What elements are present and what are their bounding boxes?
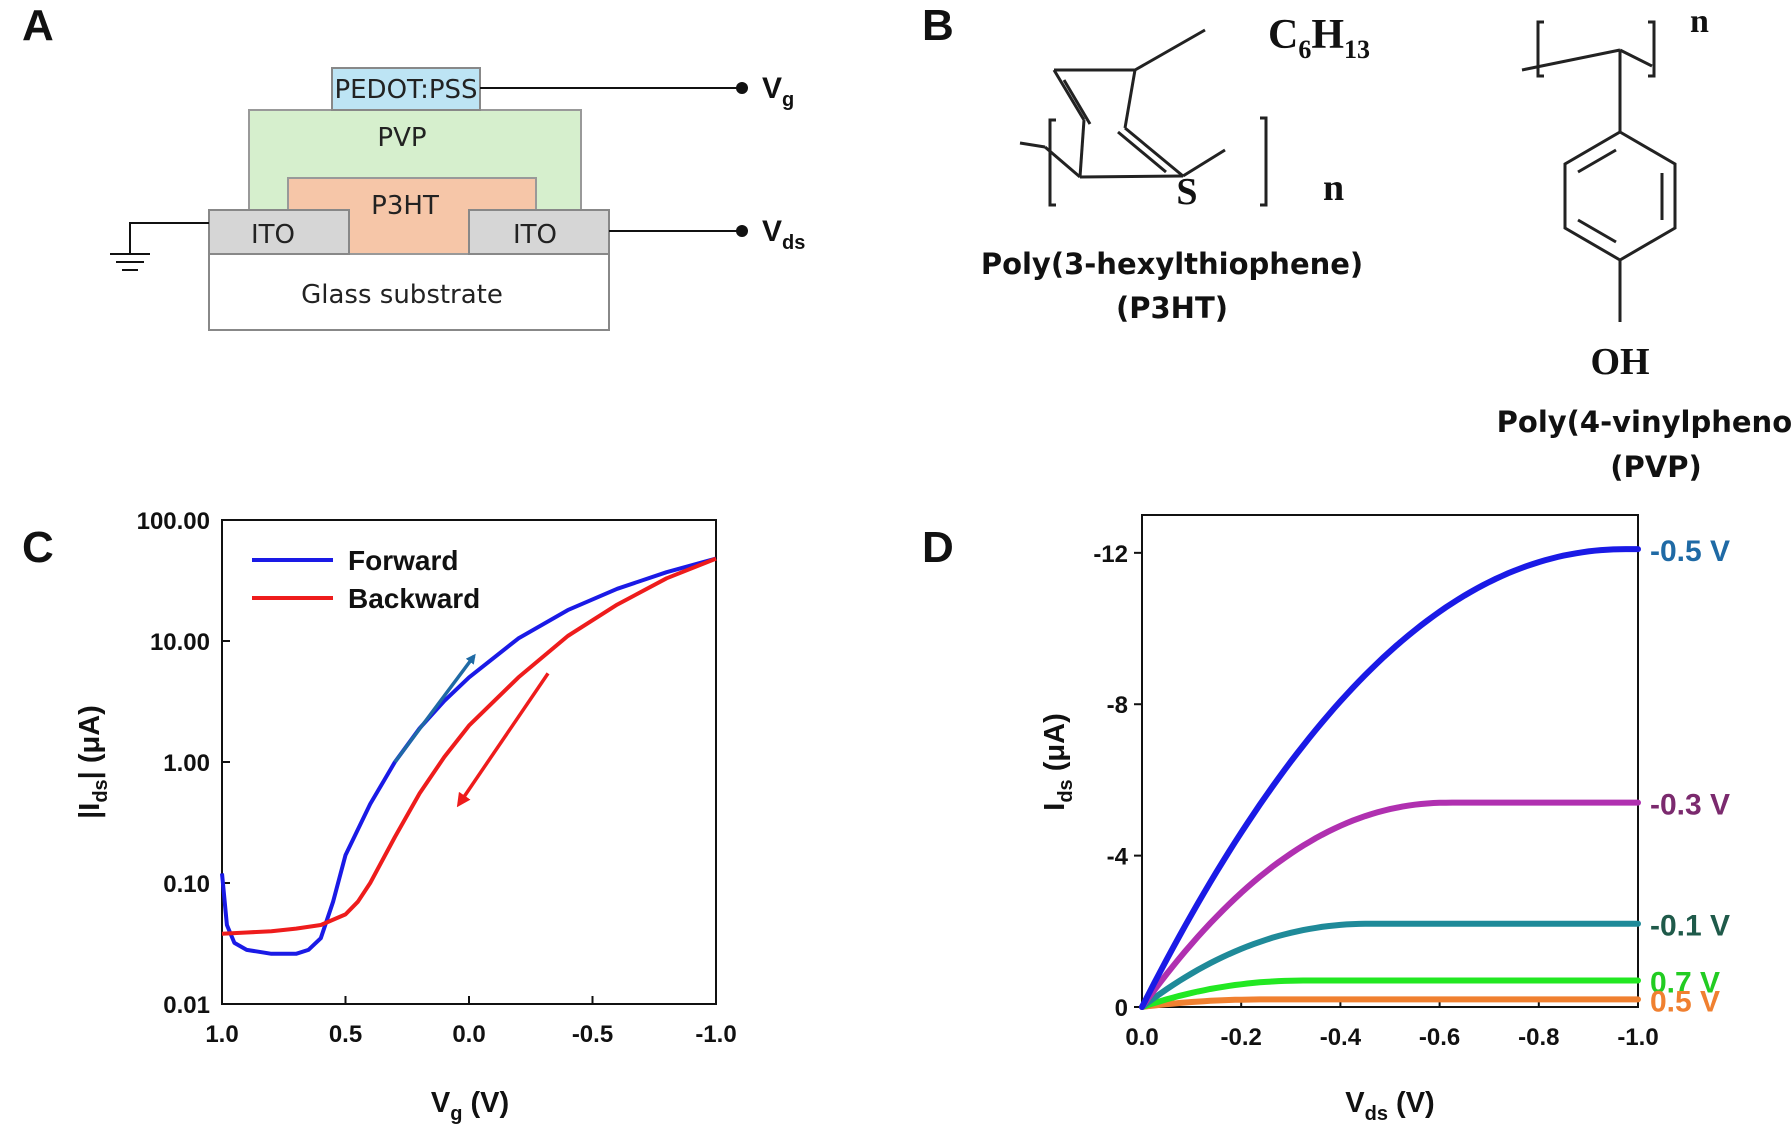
chart-d-xtick-label: -0.8	[1518, 1024, 1559, 1051]
chart-c-xtick-label: 0.5	[329, 1021, 362, 1048]
pvp-repeat-n: n	[1690, 3, 1709, 40]
source-wire	[129, 222, 209, 253]
chart-c-xtick-label: 0.0	[452, 1021, 485, 1048]
p3ht-name: Poly(3-hexylthiophene)	[981, 247, 1363, 281]
p3ht-structure	[1019, 28, 1268, 207]
pedot-label: PEDOT:PSS	[334, 75, 477, 105]
chart-d-series-_0_3_V	[1139, 799, 1641, 1010]
pvp-abbrev: (PVP)	[1610, 450, 1701, 484]
chart-c: 1.0 0.5 0.0 -0.5 -1.0 0.01 0.10 1.00 10.00 100.00…	[74, 508, 737, 1125]
chart-d-xlabel: Vds (V)	[1345, 1087, 1434, 1125]
chart-c-ticks: 1.0 0.5 0.0 -0.5 -1.0 0.01 0.10 1.00 10.00 100.00	[137, 508, 737, 1048]
chart-d-ticks: 0.0 -0.2 -0.4 -0.6 -0.8 -1.0 0 -4 -8 -12	[1093, 541, 1658, 1051]
pedot-electrode	[331, 67, 481, 111]
chart-c-ytick-label: 0.01	[163, 992, 210, 1019]
chart-d-xtick-label: 0.0	[1125, 1024, 1158, 1051]
ito-right-label: ITO	[513, 220, 557, 250]
chart-c-ytick-label: 1.00	[163, 750, 210, 777]
chart-d-ytick-label: -8	[1107, 692, 1128, 719]
chart-d-xtick-label: -0.2	[1221, 1024, 1262, 1051]
chart-d-series-label: -0.5 V	[1650, 535, 1730, 568]
panel-letter-b: B	[922, 1, 954, 50]
vg-label: Vg	[762, 72, 794, 111]
chart-d-frame	[1141, 514, 1639, 1008]
p3ht-repeat-n: n	[1323, 167, 1344, 209]
chart-d-xtick-label: -0.4	[1320, 1024, 1362, 1051]
ito-left-label: ITO	[251, 220, 295, 250]
pvp-label: PVP	[377, 123, 426, 153]
chart-d: 0.0 -0.2 -0.4 -0.6 -0.8 -1.00-4-8-12 -0.5 V-0…	[1039, 514, 1730, 1125]
chart-d-series-label: -0.3 V	[1650, 789, 1730, 822]
chart-d-xtick-label: -0.6	[1419, 1024, 1460, 1051]
chart-c-arrow-forward	[393, 653, 476, 764]
chart-c-xlabel: Vg (V)	[431, 1087, 509, 1125]
gate-terminal	[736, 82, 748, 94]
chart-d-series-_0_1_V	[1139, 920, 1641, 1010]
chart-d-ytick-label: -4	[1107, 844, 1129, 871]
drain-terminal	[736, 225, 748, 237]
chart-d-series-label: 0.5 V	[1650, 985, 1720, 1018]
chart-c-legend: Forward Backward	[252, 545, 480, 614]
chart-c-xtick-label: -0.5	[572, 1021, 613, 1048]
panel-letter-d: D	[922, 523, 954, 572]
chart-c-series-backward	[221, 556, 717, 936]
pvp-structure	[1521, 20, 1677, 322]
p3ht-sulfur: S	[1176, 171, 1197, 213]
pvp-hydroxyl: OH	[1590, 341, 1649, 383]
vds-label: Vds	[762, 215, 805, 254]
chart-d-series-0_5_V	[1139, 996, 1641, 1010]
p3ht-abbrev: (P3HT)	[1116, 291, 1228, 325]
chart-c-arrow-backward	[456, 672, 550, 808]
chart-d-series	[1139, 546, 1641, 1010]
chart-c-xtick-label: -1.0	[695, 1021, 736, 1048]
pvp-name: Poly(4-vinylphenol)	[1497, 405, 1792, 439]
chart-c-ytick-label: 10.00	[150, 629, 210, 656]
ito-right	[468, 209, 610, 255]
legend-forward-label: Forward	[348, 545, 458, 576]
ito-left	[208, 209, 350, 255]
p3ht-substituent: C6H13	[1268, 12, 1370, 64]
chart-c-series-forward	[220, 556, 717, 956]
ground-icon	[110, 253, 150, 271]
chart-d-series-label: -0.1 V	[1650, 910, 1730, 943]
chart-c-ylabel: |Ids| (μA)	[74, 705, 112, 819]
chart-c-series	[220, 556, 717, 956]
device-schematic: Glass substrate PVP P3HT ITO ITO PEDOT:P…	[110, 67, 805, 331]
chart-d-xtick-label: -1.0	[1617, 1024, 1658, 1051]
chart-d-ytick-label: 0	[1115, 995, 1128, 1022]
chart-d-ytick-label: -12	[1093, 541, 1128, 568]
glass-substrate-label: Glass substrate	[301, 280, 503, 310]
chart-d-series-label: 0.7 V	[1650, 967, 1720, 1000]
chart-d-ylabel: Ids (μA)	[1039, 713, 1077, 810]
chart-c-ytick-label: 0.10	[163, 871, 210, 898]
chart-d-series-_0_5_V	[1139, 546, 1641, 1010]
chart-d-series-0_7_V	[1139, 977, 1641, 1010]
chart-c-ytick-label: 100.00	[137, 508, 210, 535]
chart-d-series-labels: -0.5 V -0.3 V -0.1 V 0.7 V0.5 V	[1650, 535, 1730, 1018]
p3ht-label: P3HT	[371, 191, 439, 221]
chart-c-xtick-label: 1.0	[205, 1021, 238, 1048]
chart-c-arrows	[393, 653, 550, 808]
panel-letter-a: A	[22, 1, 54, 50]
panel-letter-c: C	[22, 523, 54, 572]
legend-backward-label: Backward	[348, 583, 480, 614]
glass-substrate	[208, 253, 610, 331]
